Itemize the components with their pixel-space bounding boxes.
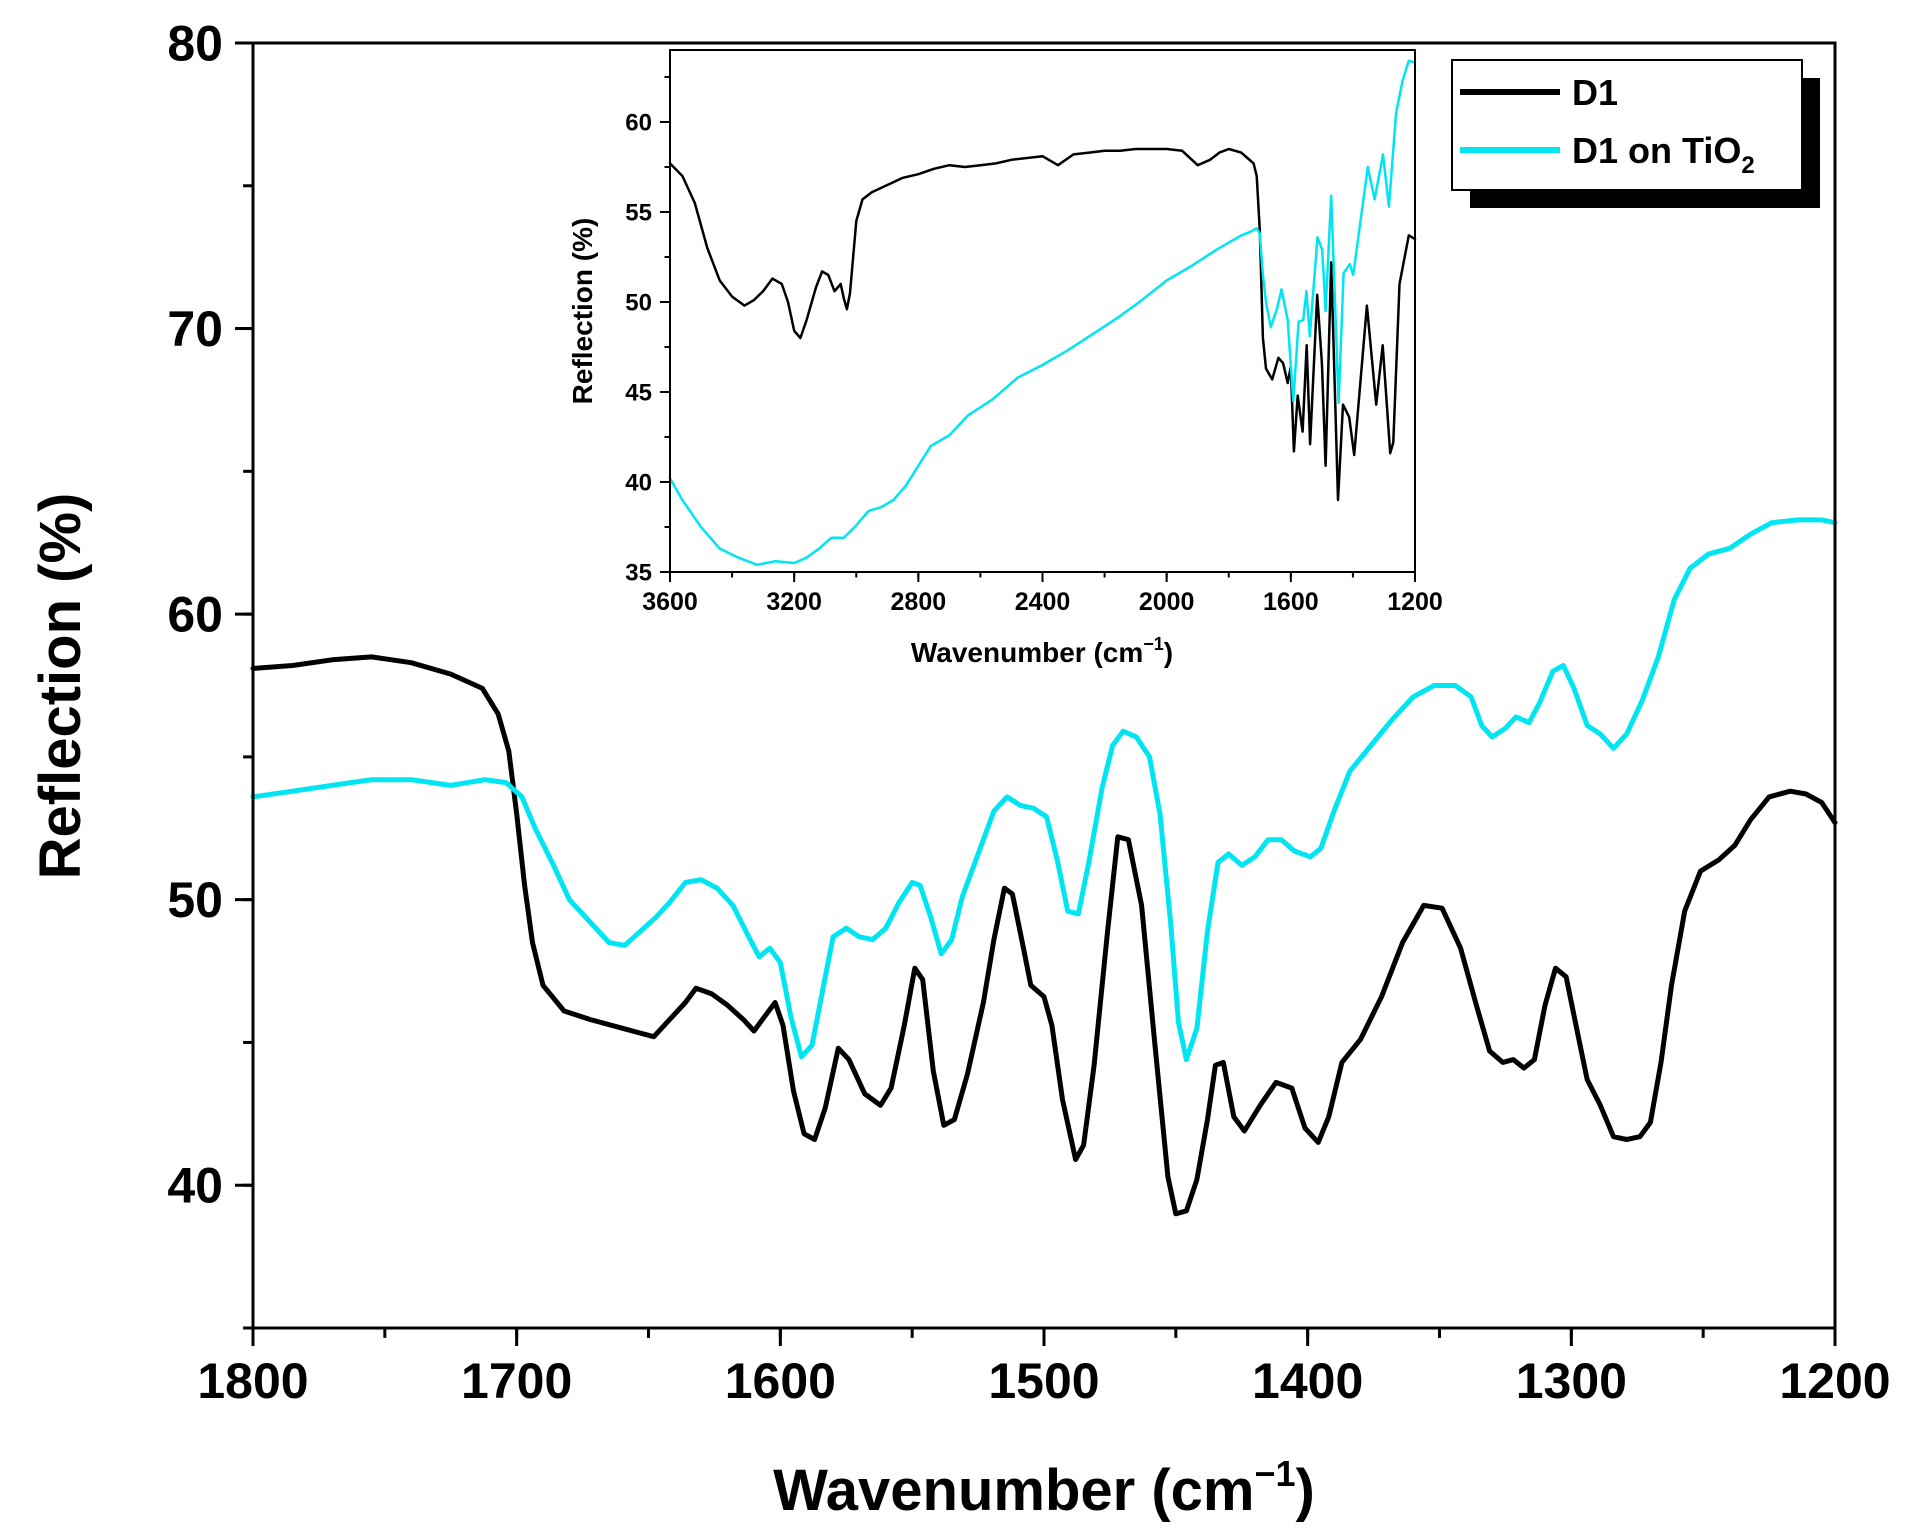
inset-y-tick-label: 45	[625, 379, 652, 406]
main-y-tick-label: 50	[167, 872, 223, 928]
inset-y-ticks: 35 40 45 50 55 60	[625, 76, 670, 586]
inset-y-tick-label: 55	[625, 199, 652, 226]
main-y-tick-label: 60	[167, 587, 223, 643]
main-y-axis-title: Reflection (%)	[28, 493, 93, 880]
inset-y-tick-label: 35	[625, 559, 652, 586]
inset-y-tick-label: 60	[625, 109, 652, 136]
inset-x-axis-title: Wavenumber (cm−1)	[911, 634, 1173, 668]
inset-y-tick-label: 50	[625, 289, 652, 316]
inset-series-group	[668, 59, 1417, 567]
inset-background	[670, 50, 1415, 572]
inset-x-ticks: 3600 3200 2800 2400 2000 1600 1200	[642, 572, 1443, 616]
main-x-tick-label: 1200	[1779, 1353, 1890, 1409]
main-x-tick-label: 1800	[197, 1353, 308, 1409]
main-x-tick-label: 1400	[1252, 1353, 1363, 1409]
inset-plot: 35 40 45 50 55 60 3600 3200 2800 2400 2000 1600 120…	[567, 49, 1443, 668]
main-y-tick-label: 40	[167, 1158, 223, 1214]
main-y-tick-label: 80	[167, 16, 223, 72]
main-x-tick-label: 1700	[461, 1353, 572, 1409]
inset-y-tick-label: 40	[625, 469, 652, 496]
main-x-ticks: 1800 1700 1600 1500 1400 1300 1200	[197, 1328, 1891, 1409]
inset-x-tick-label: 2000	[1139, 588, 1195, 616]
inset-x-tick-label: 2400	[1015, 588, 1071, 616]
inset-y-axis-title: Reflection (%)	[567, 218, 598, 405]
main-x-tick-label: 1500	[988, 1353, 1099, 1409]
legend: D1 D1 on TiO2	[1451, 59, 1820, 208]
main-x-tick-label: 1300	[1516, 1353, 1627, 1409]
inset-x-tick-label: 1600	[1263, 588, 1319, 616]
main-y-tick-label: 70	[167, 301, 223, 357]
main-x-tick-label: 1600	[725, 1353, 836, 1409]
main-series-group	[250, 517, 1838, 1217]
legend-box	[1451, 59, 1803, 191]
inset-x-tick-label: 3200	[766, 588, 822, 616]
main-x-axis-title: Wavenumber (cm−1)	[773, 1453, 1315, 1523]
inset-series-d1-on-tio2	[668, 59, 1417, 567]
main-series-d1	[250, 654, 1838, 1217]
legend-label-d1: D1	[1572, 72, 1618, 113]
main-y-ticks: 40 50 60 70 80	[167, 16, 253, 1330]
main-series-d1-on-tio2	[250, 517, 1838, 1063]
inset-series-d1	[668, 147, 1417, 502]
inset-x-tick-label: 2800	[891, 588, 947, 616]
inset-x-tick-label: 1200	[1387, 588, 1443, 616]
legend-label-d1-tio2: D1 on TiO2	[1572, 130, 1755, 179]
inset-x-tick-label: 3600	[642, 588, 698, 616]
